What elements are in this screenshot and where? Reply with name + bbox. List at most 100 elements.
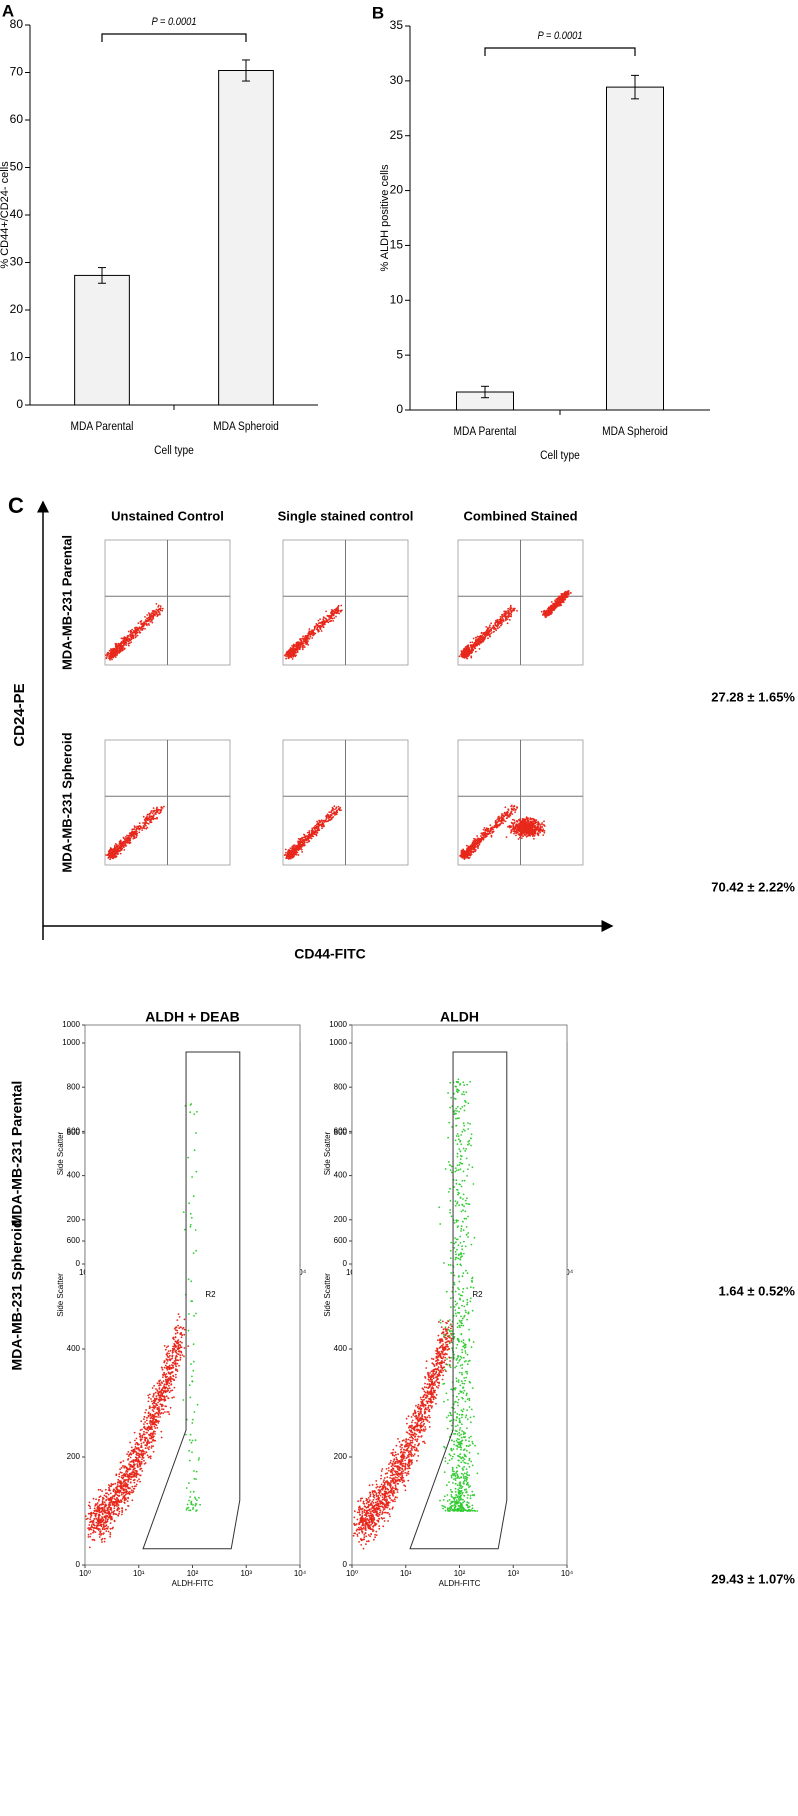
event-dot <box>127 838 129 840</box>
event-dot <box>337 609 339 611</box>
y-tick-label: 40 <box>10 207 24 221</box>
event-dot <box>133 831 135 833</box>
event-dot <box>561 594 563 596</box>
event-dot <box>115 645 117 647</box>
event-dot <box>302 649 304 651</box>
event-dot <box>136 831 138 833</box>
event-dot <box>115 843 117 845</box>
event-dot <box>533 838 535 840</box>
event-dot <box>562 600 564 602</box>
event-dot <box>533 826 535 828</box>
event-dot <box>540 824 542 826</box>
event-dot <box>285 849 287 851</box>
event-dot <box>530 817 532 819</box>
event-dot <box>138 832 140 834</box>
flow-plot <box>105 540 230 665</box>
event-dot <box>500 618 502 620</box>
event-dot <box>143 816 145 818</box>
event-dot <box>298 838 300 840</box>
event-dot <box>123 644 125 646</box>
event-dot <box>500 625 502 627</box>
event-dot <box>147 814 149 816</box>
event-dot <box>112 852 114 854</box>
event-dot <box>290 654 292 656</box>
event-dot <box>556 598 558 600</box>
event-dot <box>142 822 144 824</box>
event-dot <box>111 653 113 655</box>
event-dot <box>316 628 318 630</box>
event-dot <box>297 845 299 847</box>
flow-plot <box>283 740 408 865</box>
event-dot <box>510 812 512 814</box>
panel-letter: C <box>8 493 24 518</box>
event-dot <box>543 610 545 612</box>
event-dot <box>136 829 138 831</box>
event-dot <box>117 845 119 847</box>
y-tick-label: 30 <box>10 255 24 269</box>
event-dot <box>322 826 324 828</box>
event-dot <box>560 597 562 599</box>
event-dot <box>114 848 116 850</box>
event-dot <box>318 629 320 631</box>
event-dot <box>113 855 115 857</box>
event-dot <box>146 815 148 817</box>
event-dot <box>130 633 132 635</box>
event-dot <box>476 637 478 639</box>
event-dot <box>285 852 287 854</box>
event-dot <box>541 830 543 832</box>
event-dot <box>509 816 511 818</box>
event-dot <box>302 635 304 637</box>
event-dot <box>149 617 151 619</box>
significance-bracket <box>485 48 635 56</box>
event-dot <box>295 852 297 854</box>
event-dot <box>158 813 160 815</box>
event-dot <box>132 637 134 639</box>
event-dot <box>478 839 480 841</box>
bar <box>75 275 130 405</box>
event-dot <box>466 658 468 660</box>
event-dot <box>326 815 328 817</box>
event-dot <box>480 636 482 638</box>
event-dot <box>120 853 122 855</box>
event-dot <box>155 813 157 815</box>
event-dot <box>328 817 330 819</box>
event-dot <box>480 832 482 834</box>
event-dot <box>543 824 545 826</box>
event-dot <box>299 638 301 640</box>
event-dot <box>479 648 481 650</box>
event-dot <box>538 833 540 835</box>
event-dot <box>501 623 503 625</box>
event-dot <box>514 608 516 610</box>
event-dot <box>471 851 473 853</box>
event-dot <box>295 654 297 656</box>
event-dot <box>533 823 535 825</box>
event-dot <box>152 817 154 819</box>
event-dot <box>109 658 111 660</box>
y-axis-label: % ALDH positive cells <box>379 164 391 271</box>
event-dot <box>498 816 500 818</box>
event-dot <box>297 651 299 653</box>
event-dot <box>469 857 471 859</box>
event-dot <box>135 635 137 637</box>
event-dot <box>140 621 142 623</box>
event-dot <box>328 814 330 816</box>
event-dot <box>296 647 298 649</box>
event-dot <box>150 613 152 615</box>
event-dot <box>334 611 336 613</box>
event-dot <box>517 827 519 829</box>
event-dot <box>543 820 545 822</box>
y-tick-label: 800 <box>67 1082 81 1091</box>
event-dot <box>503 613 505 615</box>
event-dot <box>152 616 154 618</box>
event-dot <box>519 833 521 835</box>
event-dot <box>474 647 476 649</box>
event-dot <box>332 809 334 811</box>
event-dot <box>131 829 133 831</box>
event-dot <box>470 844 472 846</box>
event-dot <box>156 817 158 819</box>
event-dot <box>134 828 136 830</box>
event-dot <box>510 614 512 616</box>
event-dot <box>287 654 289 656</box>
x-axis-label: Cell type <box>540 449 580 462</box>
event-dot <box>125 836 127 838</box>
